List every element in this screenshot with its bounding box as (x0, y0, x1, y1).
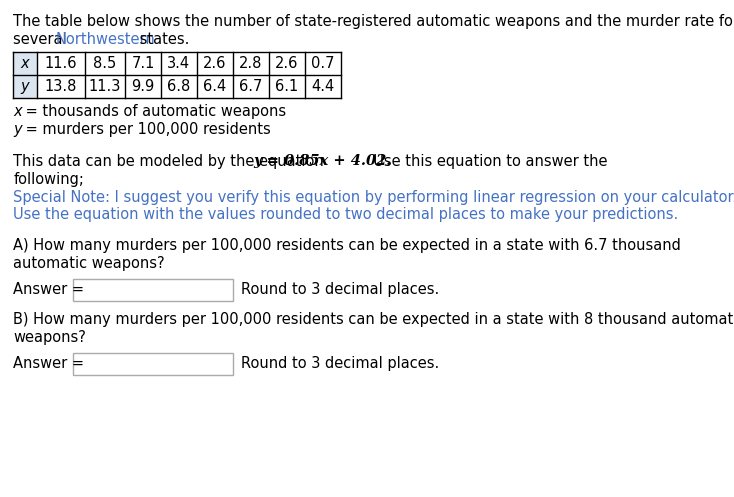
Text: y: y (13, 122, 22, 137)
Text: B) How many murders per 100,000 residents can be expected in a state with 8 thou: B) How many murders per 100,000 resident… (13, 312, 734, 327)
Text: 2.6: 2.6 (203, 56, 227, 71)
Text: This data can be modeled by the equation: This data can be modeled by the equation (13, 154, 329, 169)
Text: Special Note: I suggest you verify this equation by performing linear regression: Special Note: I suggest you verify this … (13, 190, 734, 205)
Text: 13.8: 13.8 (45, 79, 77, 94)
Text: Northwestern: Northwestern (55, 32, 155, 47)
Text: 6.7: 6.7 (239, 79, 263, 94)
FancyBboxPatch shape (13, 52, 37, 75)
Text: 4.4: 4.4 (311, 79, 335, 94)
Text: weapons?: weapons? (13, 330, 86, 345)
Text: 8.5: 8.5 (93, 56, 117, 71)
FancyBboxPatch shape (73, 353, 233, 375)
Text: 6.1: 6.1 (275, 79, 299, 94)
FancyBboxPatch shape (13, 52, 37, 98)
Text: y = 0.85x + 4.02.: y = 0.85x + 4.02. (253, 154, 391, 168)
Text: = murders per 100,000 residents: = murders per 100,000 residents (21, 122, 271, 137)
FancyBboxPatch shape (13, 75, 37, 98)
Text: automatic weapons?: automatic weapons? (13, 256, 165, 271)
Text: Round to 3 decimal places.: Round to 3 decimal places. (241, 282, 439, 297)
Text: Use the equation with the values rounded to two decimal places to make your pred: Use the equation with the values rounded… (13, 207, 678, 222)
Text: x: x (21, 56, 29, 71)
Text: 9.9: 9.9 (131, 79, 155, 94)
Text: Answer =: Answer = (13, 282, 84, 297)
Text: Round to 3 decimal places.: Round to 3 decimal places. (241, 356, 439, 371)
Text: Use this equation to answer the: Use this equation to answer the (363, 154, 607, 169)
Text: several: several (13, 32, 71, 47)
Text: = thousands of automatic weapons: = thousands of automatic weapons (21, 104, 286, 119)
Text: states.: states. (135, 32, 189, 47)
Text: y: y (21, 79, 29, 94)
Text: 3.4: 3.4 (167, 56, 191, 71)
Text: 11.3: 11.3 (89, 79, 121, 94)
FancyBboxPatch shape (73, 279, 233, 301)
Text: 6.4: 6.4 (203, 79, 227, 94)
Text: 7.1: 7.1 (131, 56, 155, 71)
Text: 2.8: 2.8 (239, 56, 263, 71)
Text: following;: following; (13, 172, 84, 187)
Text: 11.6: 11.6 (45, 56, 77, 71)
Text: 6.8: 6.8 (167, 79, 191, 94)
Text: A) How many murders per 100,000 residents can be expected in a state with 6.7 th: A) How many murders per 100,000 resident… (13, 238, 681, 253)
Text: x: x (13, 104, 22, 119)
Text: The table below shows the number of state-registered automatic weapons and the m: The table below shows the number of stat… (13, 14, 734, 29)
Text: Answer =: Answer = (13, 356, 84, 371)
Text: 2.6: 2.6 (275, 56, 299, 71)
Text: 0.7: 0.7 (311, 56, 335, 71)
